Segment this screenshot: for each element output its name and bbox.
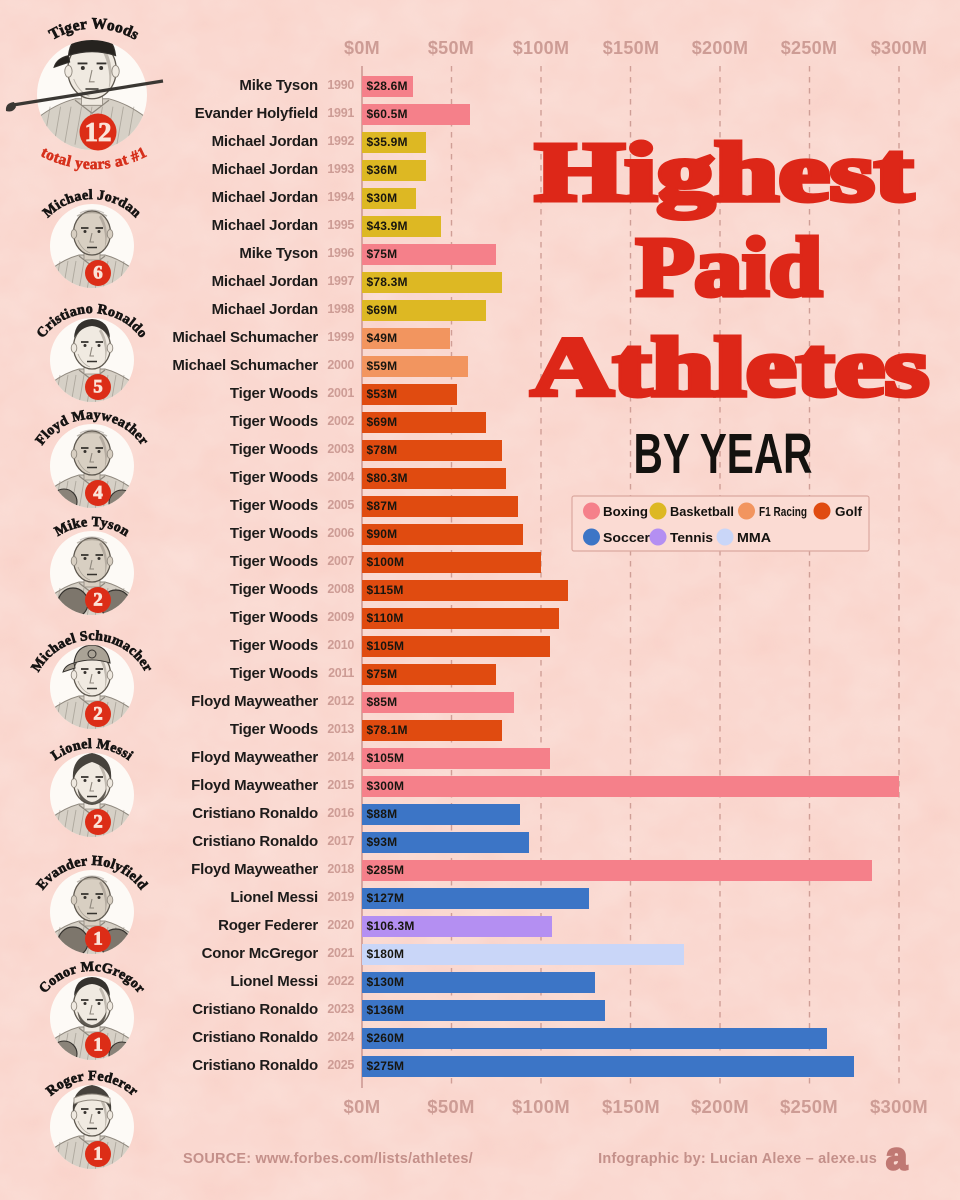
svg-text:5: 5 (93, 377, 103, 398)
svg-text:BY YEAR: BY YEAR (634, 422, 813, 486)
svg-text:Tiger Woods: Tiger Woods (46, 15, 142, 43)
svg-text:Paid: Paid (636, 221, 822, 314)
svg-text:6: 6 (93, 263, 103, 284)
svg-text:1: 1 (93, 929, 103, 950)
svg-text:Golf: Golf (835, 504, 863, 519)
svg-text:Athletes: Athletes (531, 321, 929, 414)
svg-text:1: 1 (93, 1035, 103, 1056)
svg-text:4: 4 (93, 483, 103, 504)
svg-text:2: 2 (93, 812, 103, 833)
svg-text:Highest: Highest (535, 126, 913, 219)
svg-text:2: 2 (93, 704, 103, 725)
svg-text:MMA: MMA (737, 530, 772, 545)
svg-text:Boxing: Boxing (603, 504, 648, 519)
svg-text:12: 12 (85, 117, 112, 147)
svg-text:Tennis: Tennis (670, 530, 713, 545)
svg-text:Soccer: Soccer (603, 530, 650, 545)
svg-text:F1 Racing: F1 Racing (759, 504, 807, 519)
svg-text:Basketball: Basketball (670, 504, 734, 519)
svg-text:a: a (886, 1140, 908, 1176)
svg-text:2: 2 (93, 590, 103, 611)
svg-text:1: 1 (93, 1144, 103, 1165)
